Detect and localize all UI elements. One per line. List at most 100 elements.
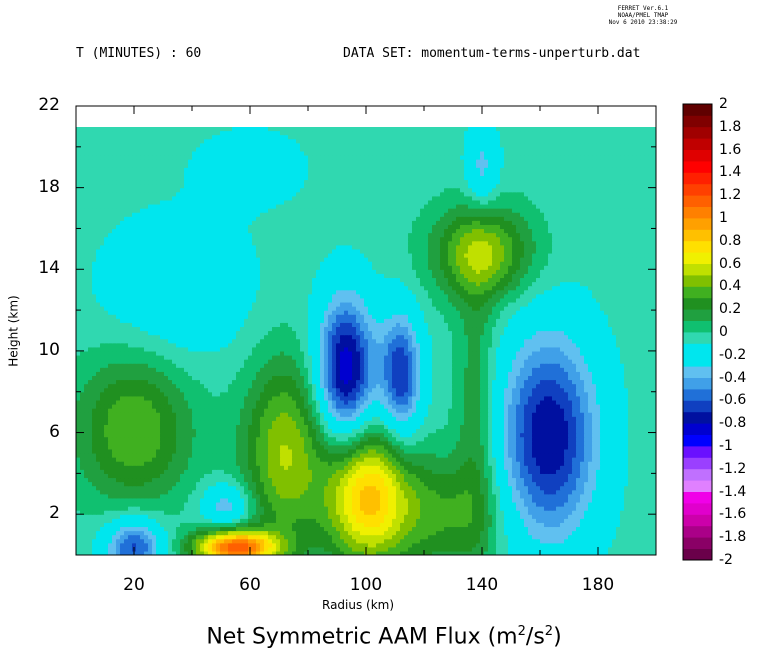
heatmap-cell [560,444,565,450]
heatmap-cell [300,510,305,515]
heatmap-cell [548,485,553,491]
heatmap-cell [544,469,549,474]
heatmap-cell [476,452,481,458]
heatmap-cell [364,522,369,528]
heatmap-cell [384,530,389,536]
heatmap-cell [408,530,413,536]
heatmap-cell [460,473,465,479]
heatmap-cell [464,510,469,515]
heatmap-cell [312,530,317,536]
heatmap-cell [512,485,517,491]
heatmap-cell [228,506,233,511]
heatmap-cell [436,534,441,540]
heatmap-cell [452,424,457,430]
heatmap-cell [80,432,85,438]
heatmap-cell [592,514,597,519]
heatmap-cell [288,473,293,479]
heatmap-cell [328,452,333,458]
heatmap-cell [76,457,81,462]
heatmap-cell [88,546,93,552]
heatmap-cell [548,424,553,430]
heatmap-cell [460,420,465,425]
heatmap-cell [308,432,313,438]
heatmap-cell [280,538,285,544]
heatmap-cell [136,436,141,442]
heatmap-cell [556,452,561,458]
heatmap-cell [500,481,505,487]
heatmap-cell [520,448,525,454]
heatmap-cell [232,510,237,515]
heatmap-cell [428,457,433,462]
heatmap-cell [268,526,273,532]
heatmap-cell [368,461,373,466]
heatmap-cell [208,465,213,470]
heatmap-cell [296,485,301,491]
heatmap-cell [620,473,625,479]
heatmap-cell [520,518,525,523]
heatmap-cell [468,534,473,540]
heatmap-cell [84,534,89,540]
heatmap-cell [540,485,545,491]
heatmap-cell [376,493,381,499]
heatmap-cell [280,432,285,438]
heatmap-cell [464,530,469,536]
heatmap-cell [528,416,533,421]
heatmap-cell [344,481,349,487]
heatmap-cell [504,428,509,434]
heatmap-cell [296,550,301,555]
heatmap-cell [636,448,641,454]
heatmap-cell [388,485,393,491]
heatmap-cell [508,538,513,544]
heatmap-cell [636,542,641,548]
heatmap-cell [112,436,117,442]
heatmap-cell [104,448,109,454]
heatmap-cell [560,481,565,487]
heatmap-cell [428,428,433,434]
heatmap-cell [360,522,365,528]
heatmap-cell [640,473,645,479]
heatmap-cell [168,444,173,450]
heatmap-cell [456,416,461,421]
heatmap-cell [232,452,237,458]
heatmap-cell [524,489,529,495]
heatmap-cell [512,448,517,454]
heatmap-cell [388,481,393,487]
heatmap-cell [640,428,645,434]
heatmap-cell [580,461,585,466]
heatmap-cell [80,550,85,555]
heatmap-cell [344,432,349,438]
heatmap-cell [308,497,313,503]
heatmap-cell [288,465,293,470]
heatmap-cell [76,444,81,450]
heatmap-cell [504,493,509,499]
heatmap-cell [180,534,185,540]
heatmap-cell [532,448,537,454]
heatmap-cell [444,514,449,519]
heatmap-cell [360,428,365,434]
heatmap-cell [336,481,341,487]
heatmap-cell [212,473,217,479]
heatmap-cell [108,497,113,503]
heatmap-cell [196,485,201,491]
heatmap-cell [432,473,437,479]
heatmap-cell [608,469,613,474]
heatmap-cell [516,452,521,458]
heatmap-cell [436,436,441,442]
heatmap-cell [612,440,617,446]
heatmap-cell [304,518,309,523]
heatmap-cell [572,497,577,503]
heatmap-cell [304,448,309,454]
heatmap-cell [232,444,237,450]
heatmap-cell [500,538,505,544]
heatmap-cell [292,522,297,528]
heatmap-cell [136,481,141,487]
heatmap-cell [396,420,401,425]
heatmap-cell [180,497,185,503]
heatmap-cell [152,473,157,479]
heatmap-cell [484,473,489,479]
heatmap-cell [368,452,373,458]
heatmap-cell [368,440,373,446]
heatmap-cell [524,534,529,540]
heatmap-cell [580,428,585,434]
dataset-label: DATA SET: momentum-terms-unperturb.dat [343,46,641,61]
